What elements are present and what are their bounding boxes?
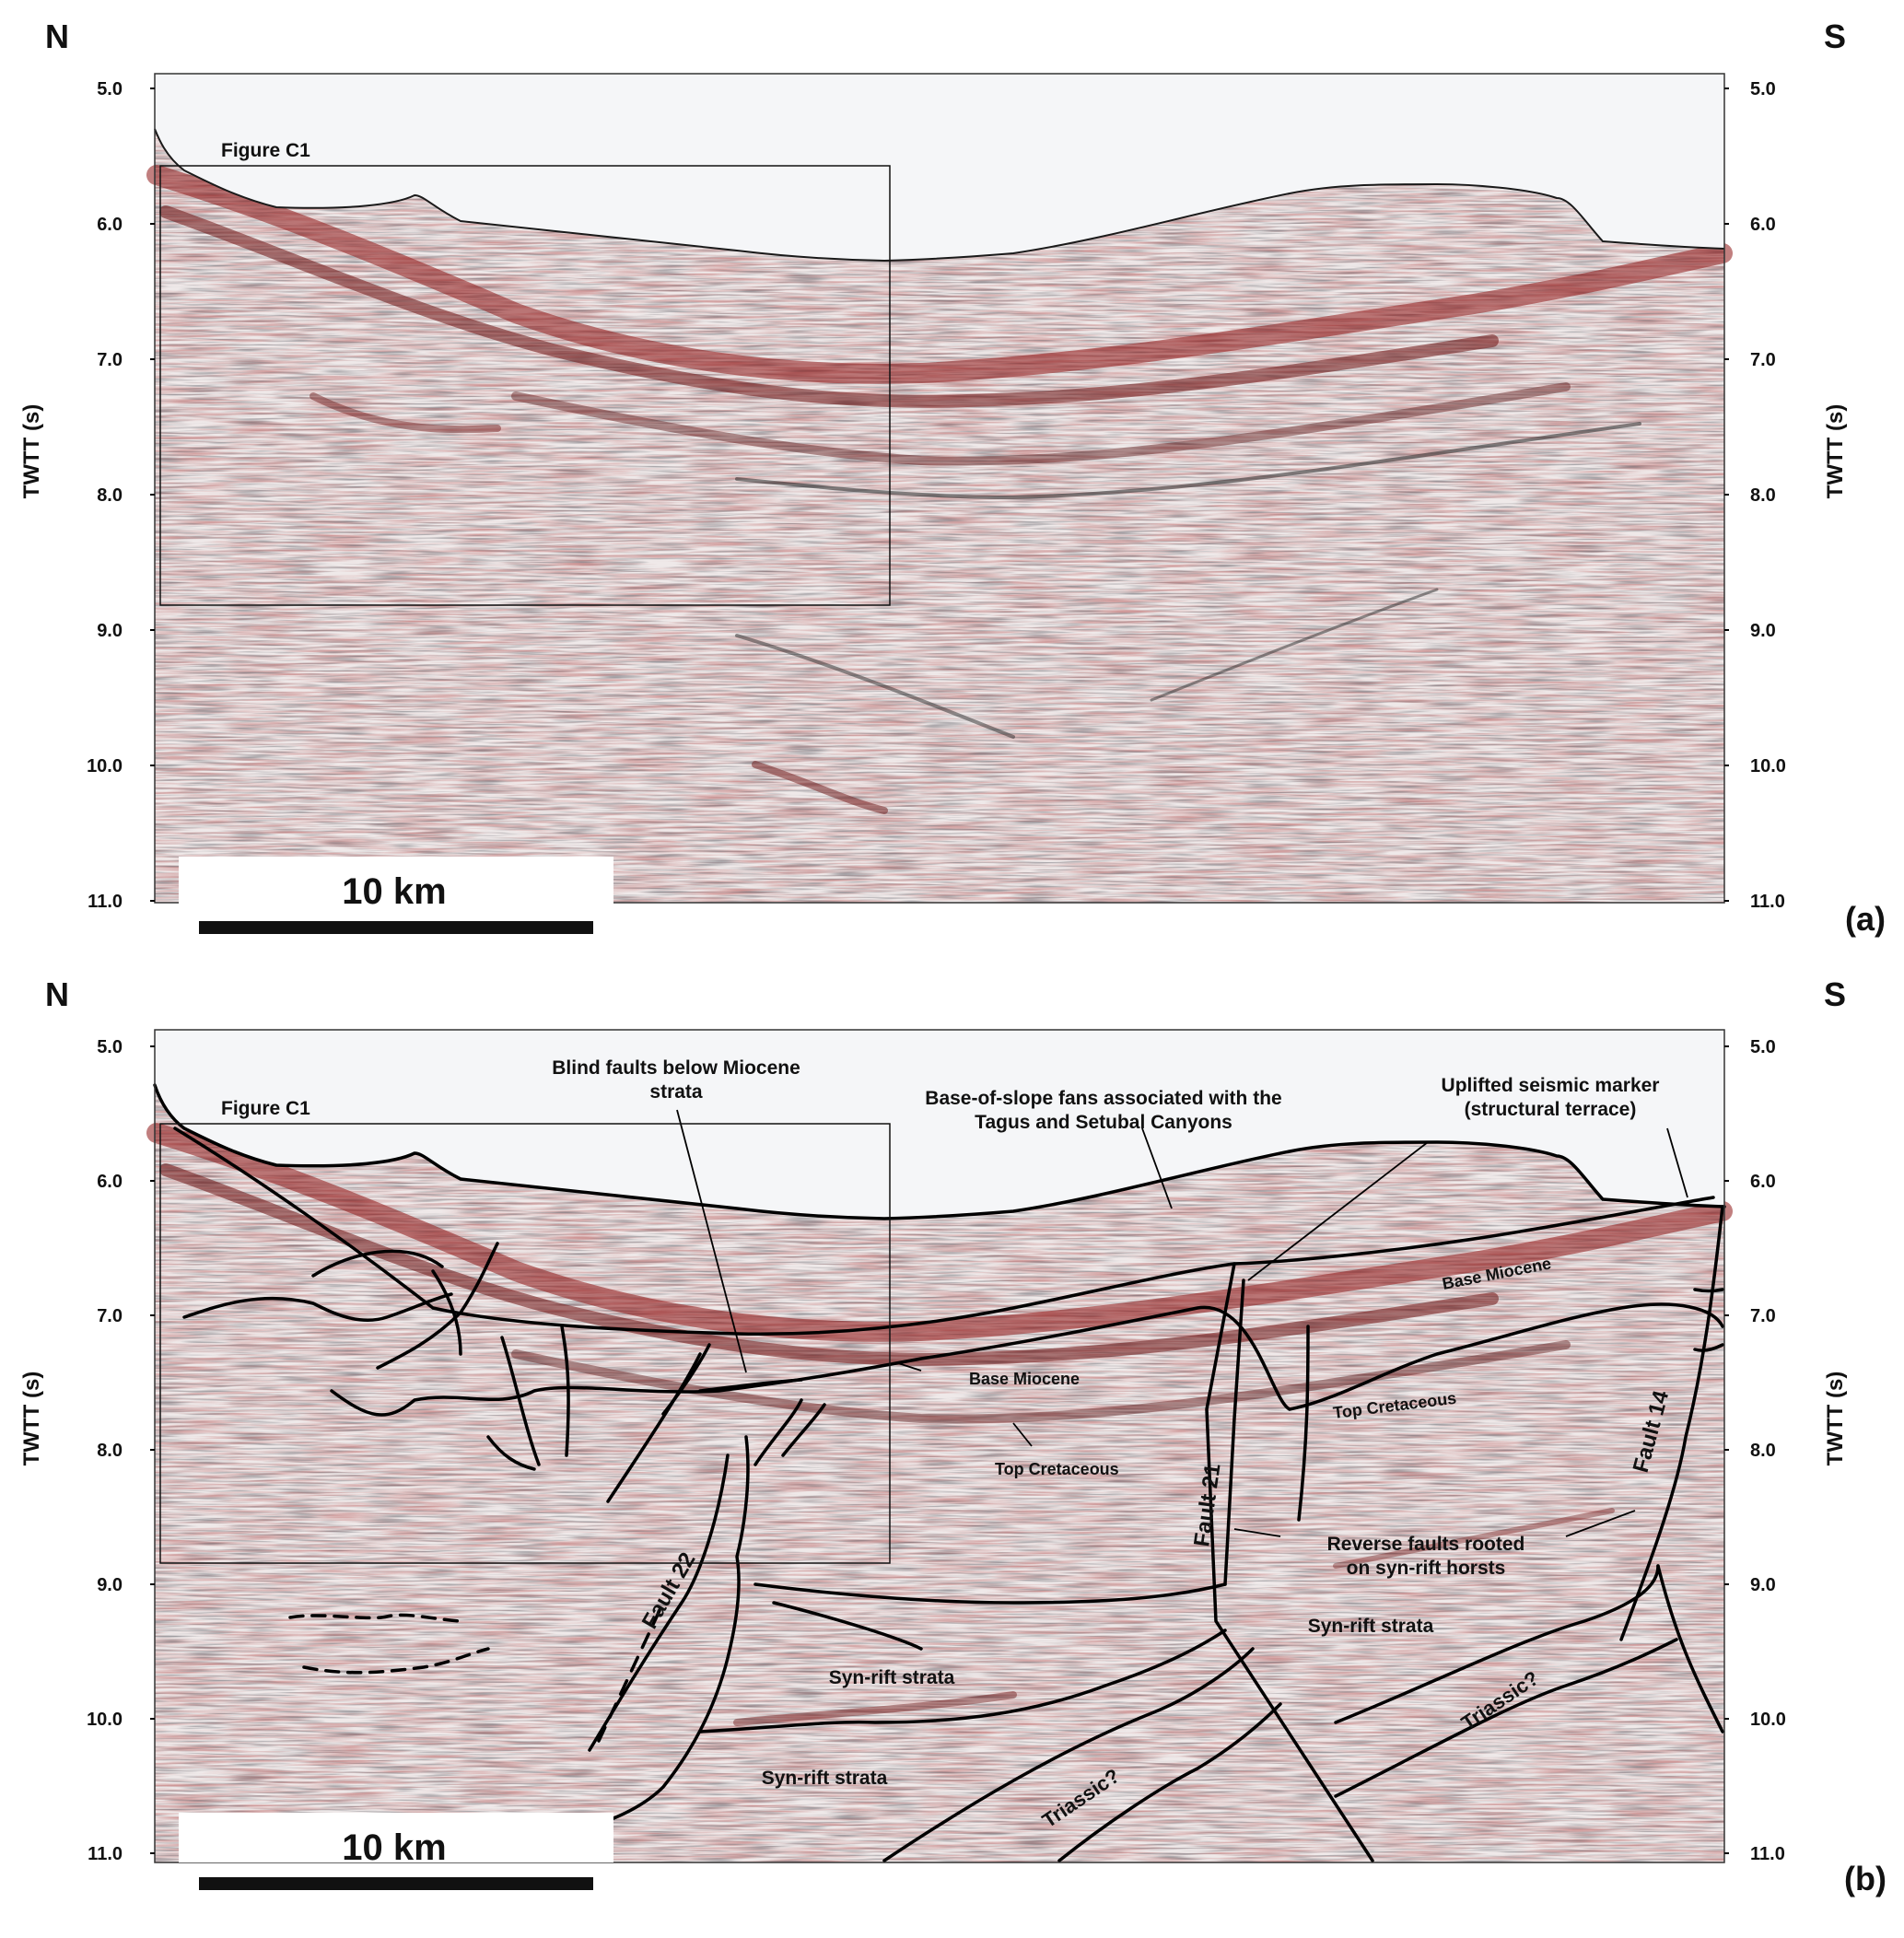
label-syn-rift-strata: Syn-rift strata <box>762 1768 888 1789</box>
annotation-fans: Tagus and Setubal Canyons <box>975 1112 1232 1133</box>
tick-label: 9.0 <box>1750 1575 1776 1595</box>
scale-bar-label-a: 10 km <box>342 871 446 912</box>
tick-label: 5.0 <box>97 79 123 99</box>
tick-label: 11.0 <box>88 892 123 912</box>
seismic-section-b <box>146 1030 1733 1862</box>
tick-label: 5.0 <box>1750 79 1776 99</box>
scale-bar-a <box>199 921 593 934</box>
tick-label: 5.0 <box>97 1037 123 1057</box>
axis-title-right-a: TWTT (s) <box>1823 404 1848 499</box>
annotation-uplifted-marker: Uplifted seismic marker <box>1442 1075 1660 1096</box>
tick-label: 7.0 <box>97 1306 123 1326</box>
scale-bar-b <box>199 1877 593 1890</box>
tick-label: 9.0 <box>1750 621 1776 641</box>
tick-label: 11.0 <box>1750 892 1785 912</box>
compass-south-b: S <box>1824 975 1846 1013</box>
scale-bar-background-a <box>179 857 613 906</box>
panel-label-b: (b) <box>1844 1860 1886 1897</box>
label-syn-rift-strata: Syn-rift strata <box>1308 1616 1434 1637</box>
panel-label-a: (a) <box>1845 900 1886 938</box>
tick-label: 8.0 <box>97 1441 123 1461</box>
compass-north-b: N <box>45 975 69 1013</box>
label-top-cretaceous: Top Cretaceous <box>995 1460 1119 1478</box>
axis-title-left-b: TWTT (s) <box>19 1372 44 1466</box>
tick-label: 10.0 <box>87 1710 123 1730</box>
right-axis-b: 5.0 6.0 7.0 8.0 9.0 10.0 11.0 TWTT (s) <box>1724 1037 1848 1864</box>
tick-label: 6.0 <box>1750 1172 1776 1192</box>
tick-label: 8.0 <box>97 485 123 506</box>
tick-label: 8.0 <box>1750 485 1776 506</box>
label-syn-rift-strata: Syn-rift strata <box>829 1667 955 1688</box>
annotation-fans: Base-of-slope fans associated with the <box>925 1088 1281 1109</box>
panel-a: N S <box>19 18 1886 938</box>
tick-label: 7.0 <box>1750 1306 1776 1326</box>
annotation-blind-faults: Blind faults below Miocene <box>552 1057 800 1079</box>
inset-box-label-a: Figure C1 <box>221 140 310 161</box>
section-frame-a <box>154 73 1725 904</box>
scale-bar-background-b <box>179 1813 613 1862</box>
section-frame-b <box>154 1029 1725 1863</box>
inset-box-figure-c1-b <box>159 1123 891 1564</box>
scale-bar-label-b: 10 km <box>342 1827 446 1868</box>
tick-label: 10.0 <box>1750 1710 1786 1730</box>
interpretation-lines-b <box>153 1083 1726 1862</box>
label-base-miocene: Base Miocene <box>969 1370 1080 1388</box>
tick-label: 6.0 <box>97 215 123 235</box>
compass-south-a: S <box>1824 18 1846 55</box>
tick-label: 7.0 <box>1750 350 1776 370</box>
axis-title-left-a: TWTT (s) <box>19 404 44 499</box>
tick-label: 9.0 <box>97 1575 123 1595</box>
tick-label: 10.0 <box>87 756 123 776</box>
tick-label: 9.0 <box>97 621 123 641</box>
leader-lines-b <box>676 1109 1688 1537</box>
left-axis-b: 5.0 6.0 7.0 8.0 9.0 10.0 11.0 TWTT (s) <box>19 1037 155 1864</box>
tick-label: 10.0 <box>1750 756 1786 776</box>
seismic-section-a <box>146 74 1733 903</box>
tick-label: 6.0 <box>97 1172 123 1192</box>
tick-label: 8.0 <box>1750 1441 1776 1461</box>
annotation-reverse-faults: on syn-rift horsts <box>1347 1558 1506 1579</box>
panel-b: N S <box>19 975 1886 1897</box>
left-axis-a: 5.0 6.0 7.0 8.0 9.0 10.0 11.0 TWTT (s) <box>19 79 155 912</box>
compass-north-a: N <box>45 18 69 55</box>
tick-label: 11.0 <box>88 1844 123 1864</box>
inset-box-label-b: Figure C1 <box>221 1098 310 1119</box>
tick-label: 5.0 <box>1750 1037 1776 1057</box>
tick-label: 11.0 <box>1750 1844 1785 1864</box>
annotation-blind-faults: strata <box>649 1081 703 1103</box>
annotation-reverse-faults: Reverse faults rooted <box>1327 1534 1525 1555</box>
tick-label: 7.0 <box>97 350 123 370</box>
annotation-uplifted-marker: (structural terrace) <box>1465 1099 1637 1120</box>
axis-title-right-b: TWTT (s) <box>1823 1372 1848 1466</box>
right-axis-a: 5.0 6.0 7.0 8.0 9.0 10.0 11.0 TWTT (s) <box>1724 79 1848 912</box>
inset-box-figure-c1-a <box>159 165 891 606</box>
tick-label: 6.0 <box>1750 215 1776 235</box>
